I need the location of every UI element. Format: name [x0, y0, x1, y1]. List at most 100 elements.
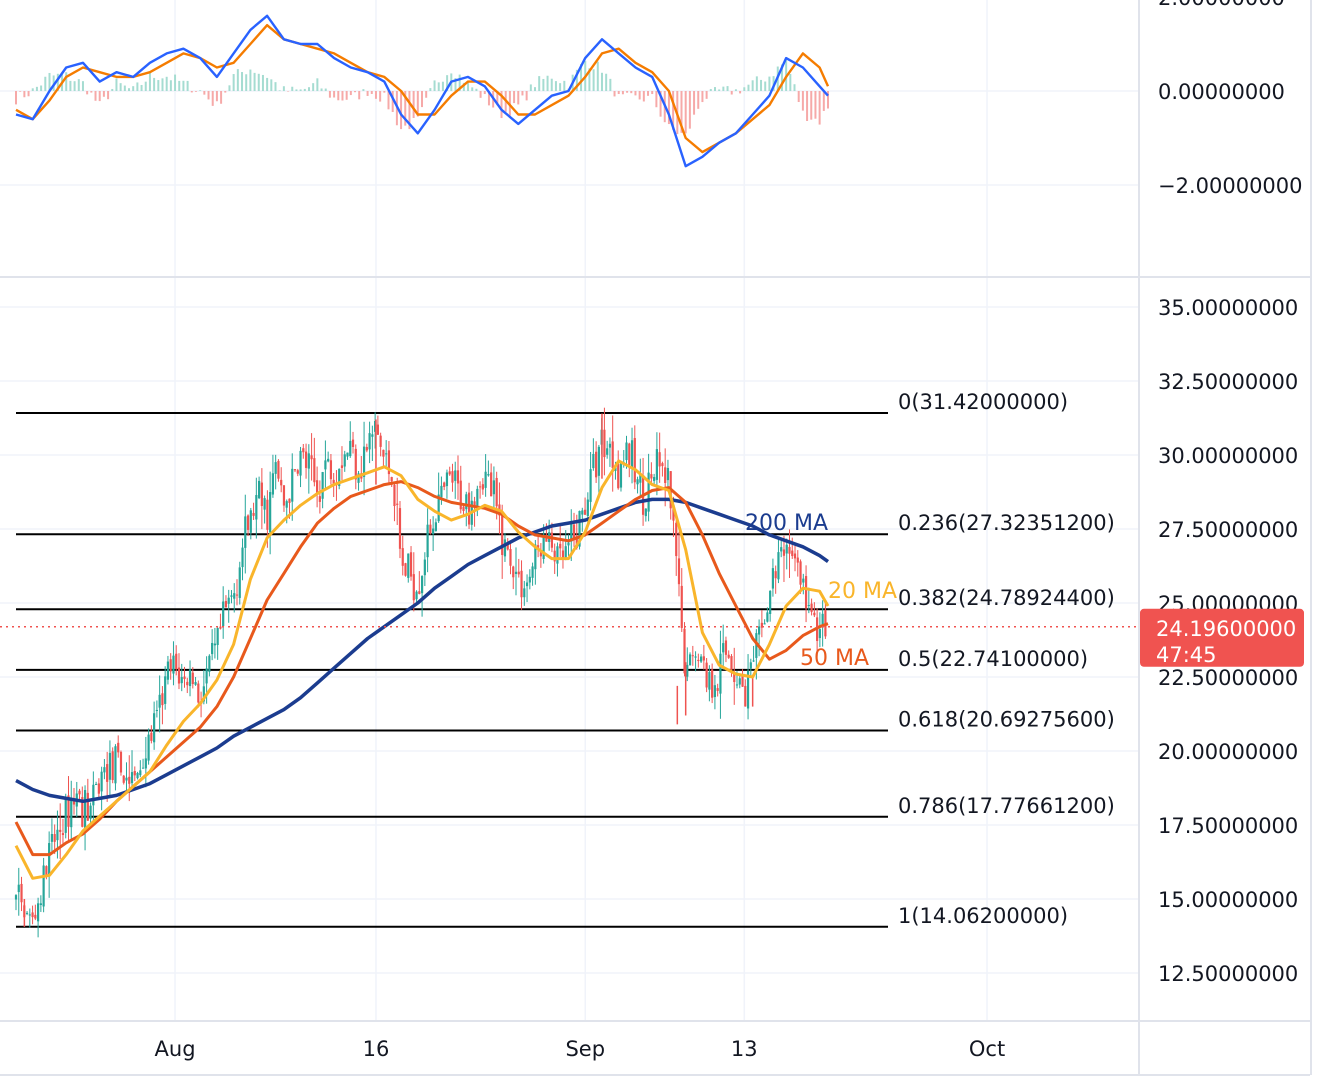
- candle-body: [72, 799, 76, 805]
- candle-body: [746, 670, 750, 709]
- candle-body: [412, 574, 415, 601]
- candle-body: [351, 439, 355, 447]
- candle-body: [804, 576, 808, 609]
- candle-body: [130, 772, 134, 784]
- candle-body: [81, 797, 84, 827]
- price-tick-label: 12.50000000: [1158, 962, 1298, 986]
- candle-body: [233, 593, 236, 599]
- candle-body: [586, 499, 589, 517]
- macd-lines: [15, 14, 830, 168]
- candle-body: [86, 792, 89, 821]
- fibonacci-retracement[interactable]: 0(31.42000000) 0.236(27.32351200) 0.382(24…: [16, 390, 1115, 928]
- candle-body: [525, 582, 529, 587]
- candle-body: [664, 467, 667, 483]
- candle-body: [224, 601, 228, 608]
- price-countdown: 47:45: [1156, 643, 1217, 667]
- candle-body: [222, 601, 225, 627]
- candle-body: [50, 834, 54, 842]
- candle-body: [769, 590, 772, 614]
- candle-body: [191, 672, 194, 685]
- candle-body: [495, 477, 498, 507]
- candle-body: [64, 798, 67, 833]
- ma-label: 20 MA: [828, 579, 897, 604]
- candle-body: [393, 484, 396, 507]
- candle-body: [291, 468, 294, 502]
- candle-body: [158, 694, 161, 708]
- candle-body: [434, 522, 437, 531]
- candle-body: [227, 597, 230, 604]
- price-y-axis[interactable]: 35.00000000 32.50000000 30.00000000 27.5000…: [1158, 296, 1298, 986]
- candle-body: [318, 496, 321, 502]
- candle-body: [484, 471, 487, 488]
- candle-body: [758, 626, 761, 635]
- candle-body: [34, 914, 37, 919]
- candle-body: [492, 480, 496, 495]
- price-tick-label: 15.00000000: [1158, 888, 1298, 912]
- candle-body: [653, 477, 656, 481]
- candle-body: [564, 546, 567, 560]
- candle-body: [398, 508, 402, 549]
- candle-body: [420, 576, 424, 594]
- candle-body: [672, 505, 675, 521]
- candle-body: [396, 503, 399, 505]
- candle-body: [211, 642, 214, 655]
- candle-body: [186, 681, 189, 686]
- moving-averages: 200 MA 50 MA 20 MA: [14, 459, 897, 880]
- candle-body: [426, 524, 429, 558]
- candle-body: [42, 865, 45, 907]
- candle-body: [572, 524, 576, 538]
- ma-label: 200 MA: [745, 511, 828, 536]
- candle-body: [390, 477, 393, 482]
- candle-body: [722, 643, 725, 653]
- candle-body: [14, 895, 18, 900]
- candle-body: [476, 488, 479, 506]
- candle-body: [177, 667, 181, 684]
- candle-body: [567, 542, 570, 546]
- candle-body: [108, 752, 112, 780]
- candle-body: [807, 604, 810, 606]
- candle-body: [327, 458, 330, 462]
- candle-body: [202, 686, 205, 702]
- candle-body: [716, 688, 719, 691]
- candle-body: [677, 558, 681, 585]
- candle-body: [362, 446, 366, 477]
- candle-body: [31, 912, 34, 918]
- candle-body: [61, 833, 65, 836]
- candle-body: [771, 568, 775, 589]
- candle-body: [608, 443, 612, 448]
- candle-body: [164, 676, 167, 704]
- candle-body: [122, 775, 125, 783]
- candle-body: [661, 463, 664, 467]
- candle-body: [782, 549, 786, 556]
- candle-body: [611, 441, 614, 469]
- time-x-axis[interactable]: 0 Aug 16 Sep 13 Oct: [0, 1037, 1005, 1061]
- candle-body: [581, 510, 584, 515]
- candle-body: [650, 474, 653, 479]
- candle-body: [20, 883, 23, 903]
- candle-body: [440, 485, 443, 498]
- candle-body: [103, 767, 106, 773]
- candle-body: [244, 516, 247, 548]
- candle-body: [349, 440, 352, 457]
- candle-body: [675, 522, 678, 557]
- candle-body: [260, 482, 263, 507]
- candle-body: [575, 536, 578, 548]
- candle-body: [583, 509, 587, 515]
- candle-body: [796, 557, 799, 563]
- candle-body: [307, 453, 310, 469]
- candle-body: [821, 613, 824, 626]
- candle-body: [379, 435, 382, 447]
- candle-body: [617, 463, 620, 489]
- candle-body: [733, 672, 736, 683]
- candle-body: [407, 553, 410, 578]
- candle-body: [793, 553, 797, 559]
- candle-body: [166, 661, 170, 680]
- price-tick-label: 32.50000000: [1158, 370, 1298, 394]
- vertical-gridlines: [174, 0, 988, 1020]
- candle-body: [487, 474, 490, 476]
- candle-body: [520, 570, 523, 598]
- candle-body: [735, 684, 739, 686]
- candle-body: [354, 448, 357, 480]
